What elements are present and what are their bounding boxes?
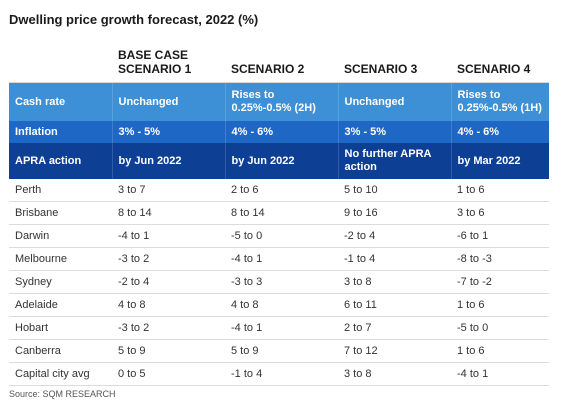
city-name: Perth xyxy=(9,179,112,202)
forecast-cell: -2 to 4 xyxy=(338,224,451,248)
forecast-cell: -3 to 2 xyxy=(112,316,225,340)
band-row-apra-action: APRA action by Jun 2022 by Jun 2022 No f… xyxy=(9,143,549,179)
forecast-cell: 0 to 5 xyxy=(112,362,225,386)
forecast-cell: -4 to 1 xyxy=(451,362,549,386)
forecast-cell: 9 to 16 xyxy=(338,201,451,225)
city-name: Sydney xyxy=(9,270,112,294)
forecast-cell: 4 to 8 xyxy=(225,293,338,317)
band-cell: 3% - 5% xyxy=(111,121,225,143)
forecast-cell: 5 to 9 xyxy=(112,339,225,363)
city-name: Adelaide xyxy=(9,293,112,317)
city-name: Darwin xyxy=(9,224,112,248)
source-note: Source: SQM RESEARCH xyxy=(9,389,116,399)
forecast-cell: -1 to 4 xyxy=(225,362,338,386)
band-cell: Rises to 0.25%-0.5% (2H) xyxy=(224,82,338,121)
band-cell: 4% - 6% xyxy=(450,121,549,143)
forecast-cell: 8 to 14 xyxy=(225,201,338,225)
forecast-cell: 3 to 7 xyxy=(112,179,225,202)
band-cell: Rises to 0.25%-0.5% (1H) xyxy=(450,82,549,121)
table-row: Brisbane 8 to 14 8 to 14 9 to 16 3 to 6 xyxy=(9,201,549,225)
city-name: Canberra xyxy=(9,339,112,363)
table-row: Darwin -4 to 1 -5 to 0 -2 to 4 -6 to 1 xyxy=(9,224,549,248)
band-cell: 3% - 5% xyxy=(337,121,451,143)
forecast-cell: 1 to 6 xyxy=(451,339,549,363)
header-scenario-2: SCENARIO 2 xyxy=(225,46,338,83)
band-cell: No further APRA action xyxy=(337,143,451,179)
forecast-cell: -3 to 3 xyxy=(225,270,338,294)
band-label: Inflation xyxy=(9,121,112,143)
forecast-cell: 3 to 6 xyxy=(451,201,549,225)
band-cell: Unchanged xyxy=(337,82,451,121)
forecast-cell: -2 to 4 xyxy=(112,270,225,294)
forecast-cell: 4 to 8 xyxy=(112,293,225,317)
forecast-cell: 8 to 14 xyxy=(112,201,225,225)
forecast-cell: 5 to 10 xyxy=(338,179,451,202)
forecast-cell: -4 to 1 xyxy=(225,247,338,271)
forecast-table: BASE CASE SCENARIO 1 SCENARIO 2 SCENARIO … xyxy=(9,46,549,386)
forecast-cell: 5 to 9 xyxy=(225,339,338,363)
band-cell: 4% - 6% xyxy=(224,121,338,143)
band-cell: by Jun 2022 xyxy=(111,143,225,179)
header-cell-blank xyxy=(9,46,112,83)
chart-title: Dwelling price growth forecast, 2022 (%) xyxy=(9,12,259,27)
header-scenario-3: SCENARIO 3 xyxy=(338,46,451,83)
band-cell: Unchanged xyxy=(111,82,225,121)
forecast-cell: -6 to 1 xyxy=(451,224,549,248)
forecast-cell: 2 to 7 xyxy=(338,316,451,340)
band-cell: by Jun 2022 xyxy=(224,143,338,179)
forecast-cell: -4 to 1 xyxy=(112,224,225,248)
forecast-cell: -7 to -2 xyxy=(451,270,549,294)
forecast-cell: 3 to 8 xyxy=(338,270,451,294)
forecast-cell: 1 to 6 xyxy=(451,179,549,202)
band-label: APRA action xyxy=(9,143,112,179)
forecast-cell: 1 to 6 xyxy=(451,293,549,317)
city-name: Melbourne xyxy=(9,247,112,271)
header-row: BASE CASE SCENARIO 1 SCENARIO 2 SCENARIO … xyxy=(9,46,549,83)
forecast-cell: -3 to 2 xyxy=(112,247,225,271)
header-scenario-4: SCENARIO 4 xyxy=(451,46,549,83)
band-label: Cash rate xyxy=(9,82,112,121)
band-cell: by Mar 2022 xyxy=(450,143,549,179)
header-scenario-1: BASE CASE SCENARIO 1 xyxy=(112,46,225,83)
forecast-cell: -8 to -3 xyxy=(451,247,549,271)
city-name: Capital city avg xyxy=(9,362,112,386)
forecast-cell: 3 to 8 xyxy=(338,362,451,386)
forecast-cell: 6 to 11 xyxy=(338,293,451,317)
city-name: Brisbane xyxy=(9,201,112,225)
city-name: Hobart xyxy=(9,316,112,340)
forecast-cell: -5 to 0 xyxy=(225,224,338,248)
forecast-cell: -1 to 4 xyxy=(338,247,451,271)
band-row-inflation: Inflation 3% - 5% 4% - 6% 3% - 5% 4% - 6… xyxy=(9,121,549,143)
forecast-cell: 2 to 6 xyxy=(225,179,338,202)
forecast-cell: -4 to 1 xyxy=(225,316,338,340)
band-row-cash-rate: Cash rate Unchanged Rises to 0.25%-0.5% … xyxy=(9,82,549,121)
forecast-cell: -5 to 0 xyxy=(451,316,549,340)
table-row: Melbourne -3 to 2 -4 to 1 -1 to 4 -8 to -3 xyxy=(9,247,549,271)
forecast-cell: 7 to 12 xyxy=(338,339,451,363)
